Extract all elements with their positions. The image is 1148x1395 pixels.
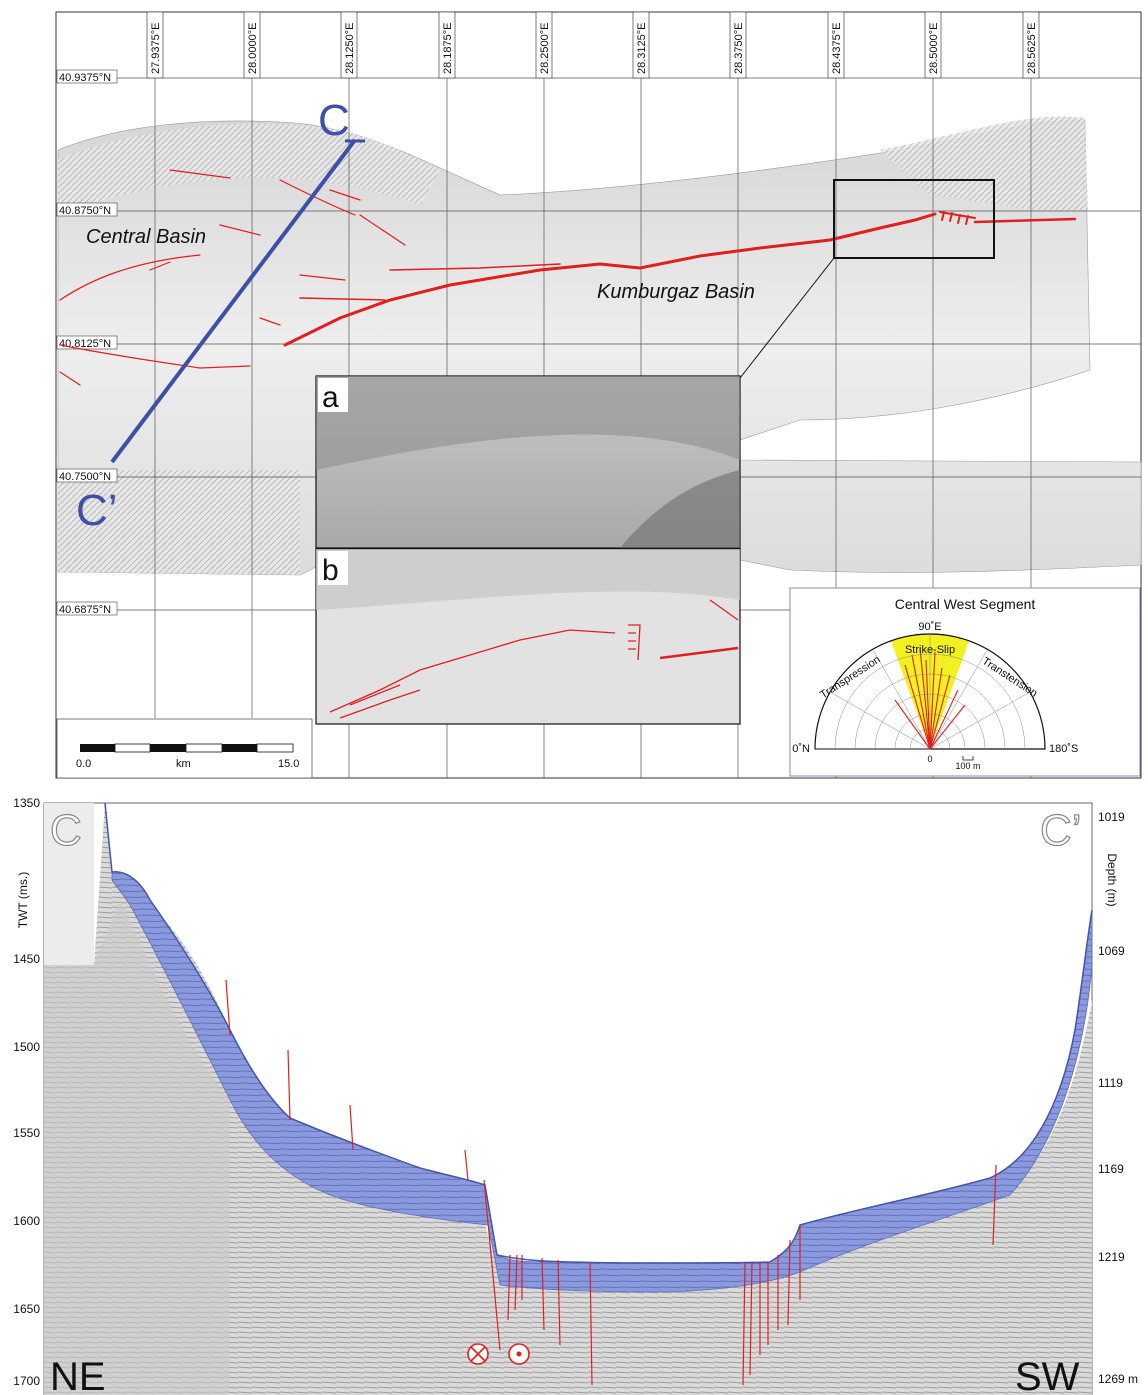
scale-unit: km <box>176 758 191 770</box>
rose-center-label: 0 <box>927 754 932 764</box>
twt-axis-title: TWT (ms.) <box>16 872 30 928</box>
inset-b: b <box>315 548 741 725</box>
twt-ticks: 1350 1450 1500 1550 1600 1650 1700 <box>13 796 40 1388</box>
twt-tick: 1550 <box>13 1126 40 1140</box>
fault-trace-nw-3 <box>329 189 361 201</box>
twt-tick: 1350 <box>13 796 40 810</box>
profile-line-c <box>110 138 357 464</box>
inset-b-label: b <box>322 554 339 587</box>
depth-axis-title: Depth (m) <box>1105 853 1119 906</box>
fault-trace-nw-1 <box>169 169 231 179</box>
lon-label: 28.3125°E <box>636 23 648 75</box>
fault-trace-east <box>973 217 1077 224</box>
scale-start: 0.0 <box>76 758 91 770</box>
rose-top-label: 90˚E <box>918 621 941 633</box>
lat-label: 40.8750°N <box>59 205 111 217</box>
motion-away-symbol <box>467 1343 489 1365</box>
lon-label: 28.0000°E <box>247 23 259 75</box>
lon-label: 28.4375°E <box>831 23 843 75</box>
fault-trace-north-branch <box>389 263 561 271</box>
rose-right-label: 180˚S <box>1049 743 1078 755</box>
fault-trace-west-3 <box>59 371 81 386</box>
depth-tick: 1069 <box>1098 944 1125 958</box>
ne-label: NE <box>50 1355 106 1395</box>
terrain-southwest-scarp <box>58 470 300 575</box>
rose-semicircle <box>814 633 1046 750</box>
rose-scale-label: 100 m <box>955 761 980 771</box>
twt-tick: 1650 <box>13 1302 40 1316</box>
detail-box <box>833 179 995 259</box>
fault-traces <box>59 169 1077 386</box>
fault-trace-basin-2 <box>259 317 281 326</box>
depth-tick: 1169 <box>1098 1162 1124 1176</box>
longitude-labels: 27.9375°E 28.0000°E 28.1250°E 28.1875°E … <box>146 11 1040 79</box>
lon-label: 28.5625°E <box>1026 23 1038 75</box>
twt-tick: 1450 <box>13 952 40 966</box>
fault-normal-ticks <box>939 211 976 225</box>
fault-trace-central-2 <box>299 274 346 281</box>
rose-title: Central West Segment <box>895 596 1036 612</box>
rose-diagram: Central West Segment <box>789 587 1141 777</box>
twt-tick: 1600 <box>13 1214 40 1228</box>
depth-tick: 1119 <box>1098 1076 1123 1090</box>
profile-label-c-prime: C’ <box>76 486 118 535</box>
kumburgaz-basin-label: Kumburgaz Basin <box>597 281 755 303</box>
lon-label: 28.5000°E <box>928 23 940 75</box>
scale-end: 15.0 <box>278 758 299 770</box>
fault-trace-west-1 <box>59 254 201 301</box>
inset-a-label: a <box>322 381 339 414</box>
profile-label-c: C <box>318 96 350 145</box>
fault-trace-central-1 <box>299 297 386 301</box>
subsurface-section <box>44 803 1092 1395</box>
fault-trace-west-2 <box>59 344 251 369</box>
fault-trace-main <box>283 212 937 347</box>
seismic-faults <box>225 979 997 1386</box>
lat-label: 40.8125°N <box>59 338 111 350</box>
rose-strike-slip-label: Strike-Slip <box>905 644 955 656</box>
lon-label: 28.1250°E <box>344 23 356 75</box>
fault-trace-nw-5 <box>359 214 406 246</box>
depth-tick: 1269 m <box>1098 1372 1138 1386</box>
lat-label: 40.7500°N <box>59 471 111 483</box>
twt-tick: 1500 <box>13 1040 40 1054</box>
depth-tick: 1219 <box>1098 1250 1125 1264</box>
seismic-label-c: C <box>50 806 82 855</box>
subsurface-shade <box>44 900 230 1395</box>
detail-connector <box>739 257 835 379</box>
depth-ticks: 1019 1069 1119 1169 1219 1269 m <box>1098 810 1138 1386</box>
seismic-profile: C C’ TWT (ms.) 1350 1450 1500 1550 1600 … <box>13 796 1138 1395</box>
seismic-label-c-prime: C’ <box>1040 806 1082 855</box>
twt-tick: 1700 <box>13 1374 40 1388</box>
sw-label: SW <box>1015 1355 1080 1395</box>
lat-label: 40.6875°N <box>59 604 111 616</box>
terrain-north-scarp <box>58 123 440 215</box>
scale-bar: 0.0 km 15.0 <box>56 718 313 779</box>
rose-left-label: 0˚N <box>792 743 810 755</box>
motion-toward-symbol <box>508 1343 530 1365</box>
central-basin-label: Central Basin <box>86 226 206 248</box>
latitude-labels: 40.9375°N 40.8750°N 40.8125°N 40.7500°N … <box>56 69 118 616</box>
lon-label: 28.3750°E <box>733 23 745 75</box>
inset-a: a <box>315 375 741 549</box>
bathymetry-map: 27.9375°E 28.0000°E 28.1250°E 28.1875°E … <box>55 11 1142 779</box>
terrain-northeast-ridge <box>880 116 1088 212</box>
fault-trace-nw-2 <box>279 179 356 216</box>
lat-label: 40.9375°N <box>59 72 111 84</box>
lon-label: 27.9375°E <box>150 23 162 75</box>
fault-trace-basin-1 <box>149 261 171 271</box>
lon-label: 28.1875°E <box>442 23 454 75</box>
fault-trace-nw-4 <box>219 224 261 236</box>
lon-label: 28.2500°E <box>539 23 551 75</box>
depth-tick: 1019 <box>1098 810 1125 824</box>
